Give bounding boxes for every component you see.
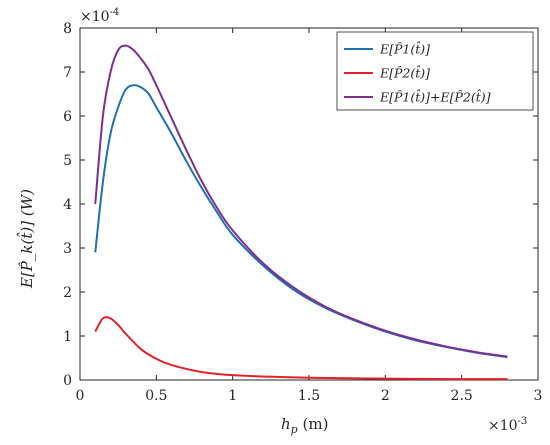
x-tick-label: 2.5 [451, 388, 473, 404]
y-tick-label: 7 [63, 65, 72, 81]
y-tick-label: 8 [63, 21, 72, 37]
x-tick-label: 1.5 [298, 388, 320, 404]
y-tick-label: 1 [63, 329, 72, 345]
series-lines [94, 44, 508, 381]
y-axis-label: E[P̂_k(t̂)] (W) [17, 189, 36, 289]
legend-items: E[P̂1(t̂)] E[P̂2(t̂)] E[P̂1(t̂)]+E[P̂2(t̂)… [344, 40, 491, 105]
y-tick-label: 5 [63, 153, 72, 169]
legend: E[P̂1(t̂)] E[P̂2(t̂)] E[P̂1(t̂)]+E[P̂2(t̂)… [336, 31, 534, 111]
x-axis-label: hp (m) [281, 415, 328, 436]
series-line-p2 [94, 316, 508, 381]
x-ticks: 0 0.5 1 1.5 2 2.5 3 [76, 28, 543, 404]
x-multiplier: ×10-3 [488, 416, 527, 434]
x-tick-label: 0 [76, 388, 85, 404]
legend-label: E[P̂1(t̂)]+E[P̂2(t̂)] [379, 88, 491, 105]
y-tick-label: 4 [63, 197, 72, 213]
series-line-sum [94, 44, 508, 358]
y-tick-label: 0 [63, 373, 72, 389]
y-tick-label: 2 [63, 285, 72, 301]
x-tick-label: 2 [381, 388, 390, 404]
y-ticks: 0 1 2 3 4 5 6 7 8 [63, 21, 538, 389]
y-tick-label: 3 [63, 241, 72, 257]
legend-label: E[P̂2(t̂)] [379, 64, 430, 81]
legend-label: E[P̂1(t̂)] [379, 40, 430, 57]
x-tick-label: 0.5 [145, 388, 167, 404]
y-multiplier: ×10-4 [80, 7, 119, 25]
x-tick-label: 3 [534, 388, 543, 404]
x-tick-label: 1 [228, 388, 237, 404]
y-tick-label: 6 [63, 109, 72, 125]
